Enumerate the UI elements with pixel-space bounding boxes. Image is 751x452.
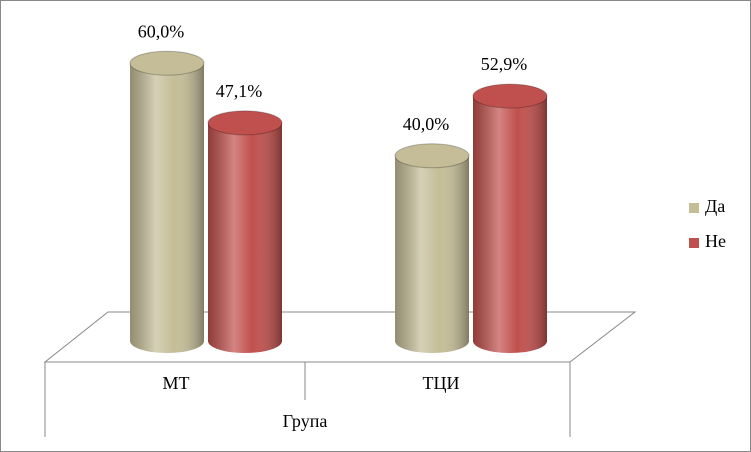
cylinder-shade [473, 96, 547, 353]
legend-label: Не [705, 231, 726, 251]
legend-label: Да [705, 196, 725, 216]
data-label: 47,1% [216, 81, 263, 101]
cylinder-top [129, 50, 205, 76]
legend-swatch [689, 203, 699, 213]
data-label: 60,0% [138, 21, 185, 41]
cylinder-top [472, 83, 548, 109]
cylinder-top [394, 143, 470, 169]
cylinder-top [207, 110, 283, 136]
data-label: 40,0% [403, 114, 450, 134]
x-tick-label: ТЦИ [423, 373, 460, 393]
cylinder-shade [208, 122, 282, 353]
x-axis-title: Група [283, 411, 328, 431]
legend-swatch [689, 238, 699, 248]
category-axis-box [44, 362, 571, 437]
x-tick-label: МТ [163, 373, 190, 393]
cylinder-shade [395, 155, 469, 353]
data-label: 52,9% [481, 54, 528, 74]
cylinder-shade [130, 63, 204, 353]
